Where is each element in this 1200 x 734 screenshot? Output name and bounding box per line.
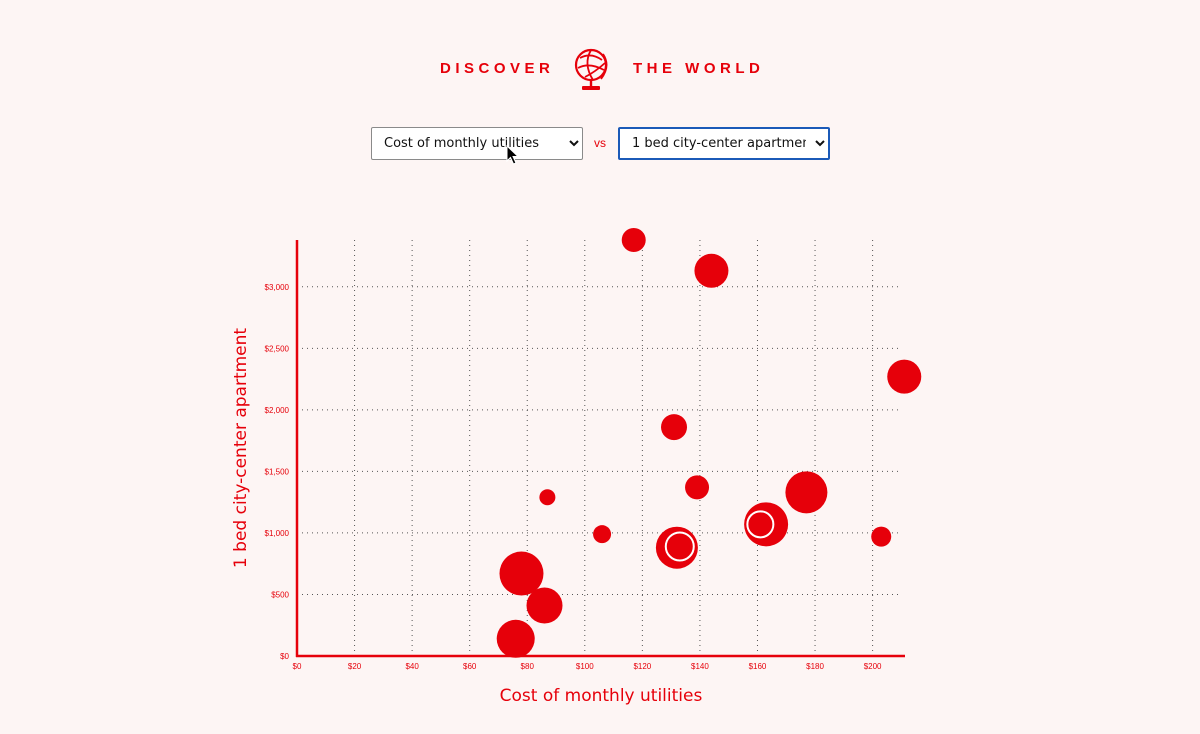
x-tick-label: $0 bbox=[293, 662, 302, 671]
data-point[interactable] bbox=[526, 587, 563, 624]
x-axis-select[interactable]: Cost of monthly utilities bbox=[371, 127, 583, 160]
title-the-world: THE WORLD bbox=[633, 60, 765, 77]
globe-icon bbox=[574, 48, 608, 90]
data-point[interactable] bbox=[785, 471, 828, 514]
x-tick-label: $160 bbox=[749, 662, 767, 671]
data-point[interactable] bbox=[661, 414, 688, 441]
x-tick-label: $200 bbox=[864, 662, 882, 671]
x-tick-label: $60 bbox=[463, 662, 477, 671]
y-tick-label: $2,500 bbox=[265, 344, 290, 353]
y-axis-select[interactable]: 1 bed city-center apartment bbox=[618, 127, 830, 160]
x-axis-title: Cost of monthly utilities bbox=[500, 686, 703, 706]
data-point[interactable] bbox=[685, 475, 710, 500]
x-tick-label: $40 bbox=[405, 662, 419, 671]
y-tick-label: $1,000 bbox=[265, 529, 290, 538]
data-point[interactable] bbox=[694, 253, 729, 288]
grid-lines bbox=[297, 240, 900, 656]
data-point[interactable] bbox=[593, 525, 612, 544]
axes bbox=[295, 240, 905, 658]
page-header: DISCOVER THE WORLD bbox=[0, 46, 1200, 92]
x-tick-label: $180 bbox=[806, 662, 824, 671]
y-axis-title: 1 bed city-center apartment bbox=[231, 328, 251, 568]
y-tick-label: $1,500 bbox=[265, 467, 290, 476]
data-point[interactable] bbox=[499, 551, 544, 596]
axis-selectors: Cost of monthly utilities vs 1 bed city-… bbox=[0, 127, 1200, 161]
tick-labels: $0 $20 $40 $60 $80 $100 $120 $140 $160 $180 $200 $0… bbox=[265, 283, 883, 671]
y-tick-label: $2,000 bbox=[265, 406, 290, 415]
data-point-highlighted[interactable] bbox=[746, 510, 775, 539]
data-point[interactable] bbox=[621, 228, 646, 253]
x-tick-label: $80 bbox=[521, 662, 535, 671]
vs-label: vs bbox=[594, 136, 606, 150]
x-tick-label: $120 bbox=[633, 662, 651, 671]
x-tick-label: $20 bbox=[348, 662, 362, 671]
mouse-cursor-icon bbox=[506, 145, 520, 165]
data-point[interactable] bbox=[496, 619, 535, 658]
data-point-highlighted[interactable] bbox=[664, 531, 695, 562]
data-points bbox=[496, 228, 922, 658]
y-tick-label: $3,000 bbox=[265, 283, 290, 292]
x-tick-label: $100 bbox=[576, 662, 594, 671]
x-tick-label: $140 bbox=[691, 662, 709, 671]
title-discover: DISCOVER bbox=[440, 60, 555, 77]
y-tick-label: $500 bbox=[271, 590, 289, 599]
data-point[interactable] bbox=[887, 359, 922, 394]
data-point[interactable] bbox=[871, 526, 892, 547]
y-tick-label: $0 bbox=[280, 652, 289, 661]
data-point[interactable] bbox=[539, 489, 556, 506]
